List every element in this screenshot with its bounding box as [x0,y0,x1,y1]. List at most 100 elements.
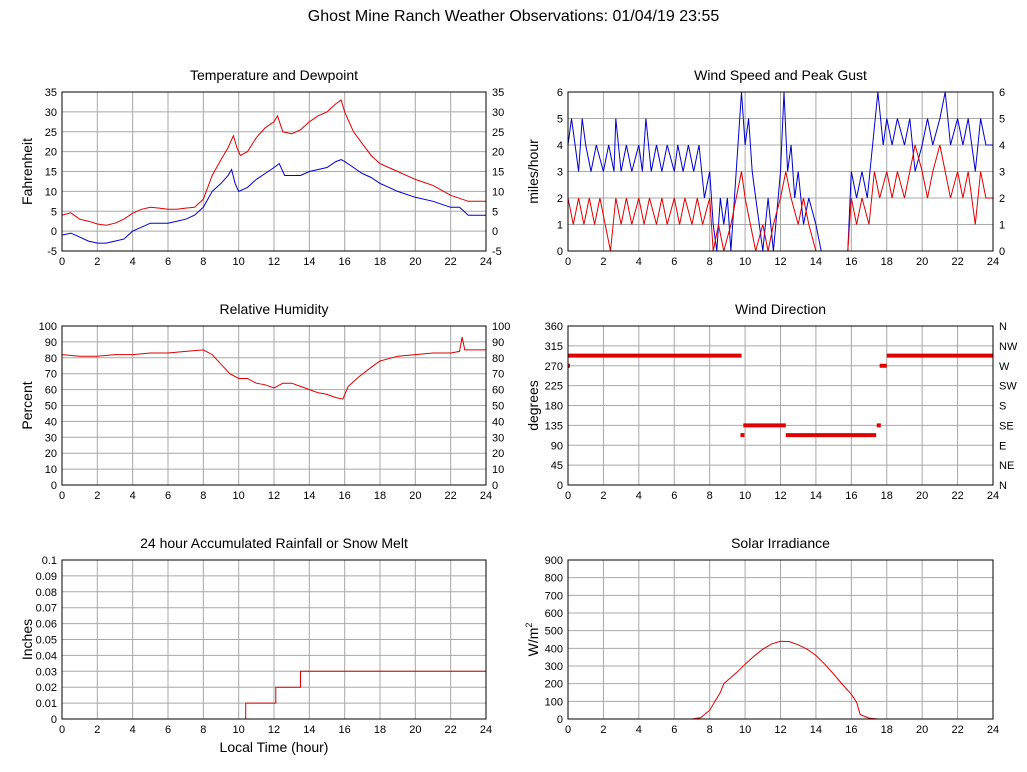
x-tick-label: 22 [951,256,963,268]
x-tick-label: 4 [130,724,136,736]
direction-point [876,423,881,428]
x-tick-label: 14 [810,490,822,502]
y-tick-label: 0.06 [36,619,57,631]
x-tick-label: 20 [916,724,928,736]
right-tick-label: 0 [999,246,1005,258]
x-axis-label: Local Time (hour) [220,739,329,755]
y-tick-label: 0 [51,226,57,238]
right-tick-label: 5 [999,114,1005,126]
series-line-red [62,336,486,400]
x-tick-label: 16 [339,724,351,736]
y-axis-label: Fahrenheit [19,138,35,205]
right-tick-label: -5 [492,246,502,258]
plot-frame [567,91,994,252]
right-tick-label: 1 [999,220,1005,232]
y-tick-label: 0 [51,480,57,492]
right-tick-label: 60 [492,385,504,397]
right-tick-label: 35 [492,87,504,99]
y-tick-label: 3 [557,167,563,179]
x-tick-label: 12 [774,490,786,502]
y-axis-label-text: degrees [525,380,541,431]
plot-frame [61,559,487,720]
y-tick-label: 1 [557,220,563,232]
y-tick-label: 30 [45,107,57,119]
y-axis-label-text: Percent [19,381,35,429]
x-tick-label: 12 [774,256,786,268]
right-tick-label: N [999,480,1007,492]
y-tick-label: 0 [51,714,57,726]
right-tick-label: 0 [492,480,498,492]
chart-title: Temperature and Dewpoint [190,67,358,83]
x-tick-label: 10 [233,256,245,268]
x-tick-label: 0 [565,724,571,736]
x-tick-label: 16 [845,490,857,502]
chart-title: Wind Direction [735,301,826,317]
x-tick-label: 18 [881,256,893,268]
right-tick-label: 10 [492,464,504,476]
right-tick-label: 100 [492,321,510,333]
right-tick-label: 6 [999,87,1005,99]
y-tick-label: -5 [47,246,57,258]
x-tick-label: 22 [445,490,457,502]
right-tick-label: 4 [999,140,1005,152]
grid [567,325,994,486]
y-tick-label: 225 [545,381,563,393]
right-tick-label: N [999,321,1007,333]
y-tick-label: 25 [45,127,57,139]
y-tick-label: 10 [45,186,57,198]
y-tick-label: 180 [545,401,563,413]
right-tick-label: 0 [492,226,498,238]
x-tick-label: 0 [59,724,65,736]
x-tick-label: 6 [165,256,171,268]
x-tick-label: 20 [409,490,421,502]
y-tick-label: 360 [545,321,563,333]
y-tick-label: 500 [545,626,563,638]
x-tick-label: 24 [480,724,492,736]
x-tick-label: 6 [671,724,677,736]
plot-frame [61,91,487,252]
plot-frame [61,325,487,486]
x-tick-label: 2 [600,490,606,502]
x-tick-label: 12 [774,724,786,736]
right-tick-label: 3 [999,167,1005,179]
series-line-red [62,670,486,720]
x-tick-label: 4 [130,256,136,268]
x-tick-label: 16 [845,256,857,268]
y-tick-label: 35 [45,87,57,99]
x-tick-label: 4 [130,490,136,502]
x-tick-label: 8 [707,724,713,736]
right-tick-label: NE [999,460,1014,472]
plot-area [62,336,486,400]
y-tick-label: 0.08 [36,587,57,599]
y-tick-label: 20 [45,147,57,159]
series-line-blue [568,91,993,252]
y-tick-label: 100 [39,321,57,333]
x-tick-label: 14 [303,724,315,736]
right-tick-label: 15 [492,167,504,179]
y-tick-label: 600 [545,608,563,620]
y-axis-label-text: Inches [19,619,35,660]
plot-area [568,640,993,720]
grid [61,91,487,252]
y-tick-label: 135 [545,420,563,432]
chart-rain: 24 hour Accumulated Rainfall or Snow Mel… [19,535,492,755]
x-tick-label: 4 [636,724,642,736]
y-tick-label: 90 [45,337,57,349]
right-tick-label: 30 [492,107,504,119]
right-tick-label: 25 [492,127,504,139]
right-tick-label: 40 [492,416,504,428]
x-tick-label: 20 [409,256,421,268]
x-tick-label: 4 [636,256,642,268]
y-tick-label: 0 [557,246,563,258]
grid [61,559,487,720]
chart-title: Solar Irradiance [731,535,830,551]
x-tick-label: 2 [94,256,100,268]
right-tick-label: SE [999,420,1014,432]
x-tick-label: 20 [916,256,928,268]
series-line-blue [62,159,486,244]
y-tick-label: 0.05 [36,635,57,647]
plot-area [62,670,486,720]
page-title: Ghost Mine Ranch Weather Observations: 0… [307,8,720,25]
right-tick-label: 20 [492,147,504,159]
plot-area [568,353,993,438]
